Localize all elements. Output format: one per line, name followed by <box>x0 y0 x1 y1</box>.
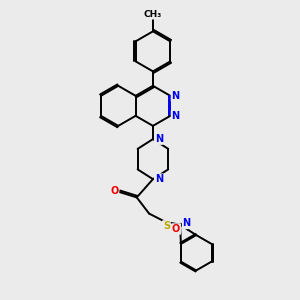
Text: O: O <box>172 224 180 234</box>
Text: N: N <box>183 218 191 228</box>
Text: S: S <box>163 221 170 231</box>
Text: O: O <box>110 186 118 196</box>
Text: N: N <box>155 134 163 144</box>
Text: N: N <box>172 111 180 121</box>
Text: CH₃: CH₃ <box>144 10 162 19</box>
Text: N: N <box>155 174 163 184</box>
Text: N: N <box>172 91 180 101</box>
